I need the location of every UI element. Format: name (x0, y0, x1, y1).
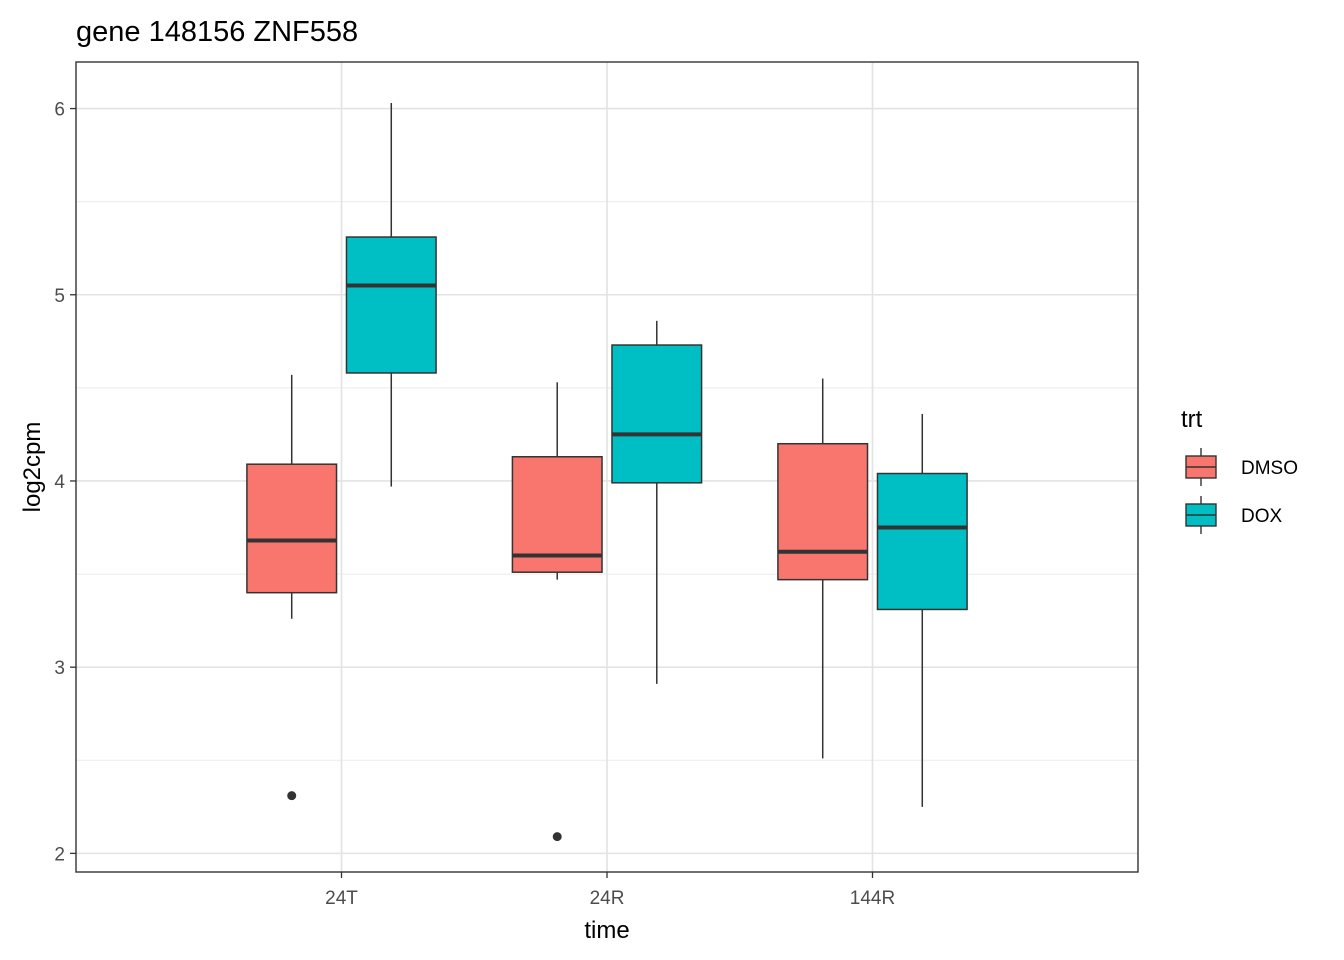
legend-label: DOX (1241, 506, 1283, 527)
box-iqr (876, 472, 968, 611)
box-iqr (611, 344, 703, 484)
x-tick-label: 24R (590, 888, 625, 909)
box-dmso-144r (777, 378, 869, 759)
y-tick-label: 3 (54, 658, 65, 679)
box-iqr (345, 236, 437, 374)
outlier-point (552, 832, 562, 842)
box-dox-24r (611, 320, 703, 684)
x-tick-label: 24T (325, 888, 358, 909)
outlier-point (287, 791, 297, 801)
legend-title: trt (1181, 406, 1203, 433)
axes: 2 3 4 5 6 24T 24R 144R (54, 100, 895, 909)
grid (76, 62, 1138, 872)
plot-title: gene 148156 ZNF558 (76, 16, 358, 48)
box-iqr (246, 463, 338, 594)
y-tick-label: 2 (54, 844, 65, 865)
box-dmso-24r (511, 382, 603, 842)
legend: trt DMSO DOX (1181, 406, 1298, 534)
box-dox-24t (345, 102, 437, 487)
box-dmso-24t (246, 374, 338, 801)
x-axis-title: time (584, 917, 629, 944)
y-tick-label: 6 (54, 100, 65, 121)
box-iqr (777, 442, 869, 581)
legend-key-dox: DOX (1185, 496, 1283, 534)
box-iqr (511, 456, 603, 573)
y-tick-label: 5 (54, 286, 65, 307)
x-tick-label: 144R (850, 888, 895, 909)
legend-label: DMSO (1241, 458, 1298, 479)
y-tick-label: 4 (54, 472, 65, 493)
y-axis-title: log2cpm (19, 422, 46, 513)
legend-key-dmso: DMSO (1185, 448, 1298, 486)
boxes (246, 102, 968, 842)
box-dox-144r (876, 413, 968, 807)
